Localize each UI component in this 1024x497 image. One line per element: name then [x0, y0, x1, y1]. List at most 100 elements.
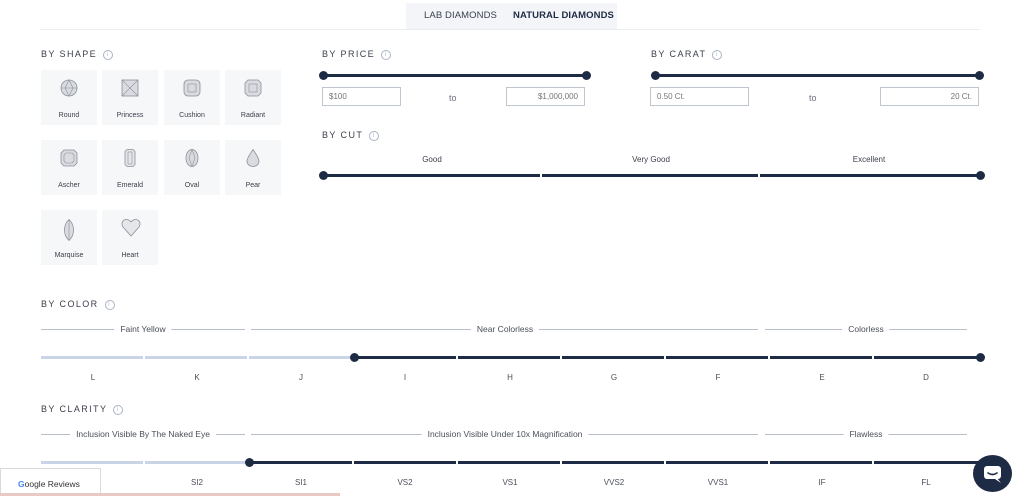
google-g-icon: G — [18, 479, 25, 489]
tab-background — [406, 3, 617, 29]
shape-cushion[interactable]: Cushion — [164, 70, 220, 125]
clarity-group-10x: Inclusion Visible Under 10x Magnificatio… — [251, 429, 758, 439]
cut-min-handle[interactable] — [319, 171, 328, 180]
clarity-grade-vvs1[interactable]: VVS1 — [707, 478, 729, 487]
color-section-title: BY COLOR i — [41, 299, 115, 310]
clarity-grade-vs1[interactable]: VS1 — [502, 478, 518, 487]
cut-segment-gap — [758, 174, 760, 177]
carat-max-handle[interactable] — [975, 71, 984, 80]
color-group-near-colorless: Near Colorless — [251, 324, 758, 334]
shape-radiant[interactable]: Radiant — [225, 70, 281, 125]
color-max-handle[interactable] — [976, 353, 985, 362]
shape-info-icon[interactable]: i — [103, 50, 114, 60]
oval-diamond-icon — [185, 149, 199, 167]
color-segment-gap — [456, 356, 458, 359]
clarity-min-handle[interactable] — [245, 458, 254, 467]
cut-info-icon[interactable]: i — [369, 131, 380, 141]
color-group-faint-yellow: Faint Yellow — [41, 324, 245, 334]
price-slider-track[interactable] — [323, 74, 586, 77]
clarity-track-selected[interactable] — [249, 461, 980, 464]
price-section-title: BY PRICE i — [322, 49, 392, 60]
color-info-icon[interactable]: i — [104, 300, 115, 310]
color-grade-j[interactable]: J — [299, 373, 303, 382]
clarity-segment-gap — [352, 461, 354, 464]
radiant-diamond-icon — [244, 79, 262, 97]
princess-diamond-icon — [121, 79, 139, 97]
tab-natural-diamonds[interactable]: NATURAL DIAMONDS — [513, 10, 614, 21]
clarity-segment-gap — [664, 461, 666, 464]
price-to-label: to — [449, 93, 457, 103]
clarity-grade-fl[interactable]: FL — [921, 478, 931, 487]
shape-round[interactable]: Round — [41, 70, 97, 125]
color-segment-gap — [872, 356, 874, 359]
carat-slider-track[interactable] — [655, 74, 980, 77]
clarity-grade-if[interactable]: IF — [818, 478, 826, 487]
clarity-segment-gap — [143, 461, 145, 464]
carat-info-icon[interactable]: i — [712, 50, 723, 60]
color-grade-i[interactable]: I — [403, 373, 407, 382]
clarity-segment-gap — [768, 461, 770, 464]
carat-section-title: BY CARAT i — [651, 49, 723, 60]
emerald-diamond-icon — [124, 149, 136, 167]
color-grade-f[interactable]: F — [715, 373, 721, 382]
carat-min-handle[interactable] — [651, 71, 660, 80]
price-max-handle[interactable] — [582, 71, 591, 80]
cut-max-handle[interactable] — [976, 171, 985, 180]
clarity-track-unselected[interactable] — [41, 461, 249, 464]
price-min-handle[interactable] — [319, 71, 328, 80]
clarity-grade-vs2[interactable]: VS2 — [397, 478, 413, 487]
color-segment-gap — [560, 356, 562, 359]
color-track-unselected[interactable] — [41, 356, 354, 359]
clarity-info-icon[interactable]: i — [113, 405, 124, 415]
google-reviews-badge[interactable]: Google Reviews — [0, 468, 101, 496]
shape-pear[interactable]: Pear — [225, 140, 281, 195]
color-segment-gap — [768, 356, 770, 359]
ascher-diamond-icon — [60, 149, 78, 167]
clarity-segment-gap — [456, 461, 458, 464]
diamond-type-tabs: LAB DIAMONDS NATURAL DIAMONDS — [0, 0, 1024, 30]
color-segment-gap — [247, 356, 249, 359]
cut-label-good: Good — [422, 155, 442, 164]
clarity-grade-si2[interactable]: SI2 — [190, 478, 203, 487]
color-track-selected[interactable] — [354, 356, 980, 359]
cushion-diamond-icon — [183, 79, 201, 97]
color-grade-g[interactable]: G — [610, 373, 618, 382]
color-grade-l[interactable]: L — [90, 373, 96, 382]
cut-section-title: BY CUT i — [322, 130, 380, 141]
cut-label-excellent: Excellent — [852, 155, 886, 164]
clarity-grade-vvs2[interactable]: VVS2 — [603, 478, 625, 487]
color-segment-gap — [143, 356, 145, 359]
shape-ascher[interactable]: Ascher — [41, 140, 97, 195]
chat-button[interactable] — [973, 455, 1012, 492]
carat-min-input[interactable] — [650, 87, 749, 106]
price-min-input[interactable] — [322, 87, 401, 106]
color-grade-h[interactable]: H — [507, 373, 513, 382]
shape-section-title: BY SHAPE i — [41, 49, 114, 60]
carat-max-input[interactable] — [880, 87, 979, 106]
pear-diamond-icon — [246, 149, 260, 167]
shape-princess[interactable]: Princess — [102, 70, 158, 125]
cut-label-very-good: Very Good — [632, 155, 670, 164]
clarity-segment-gap — [872, 461, 874, 464]
clarity-segment-gap — [560, 461, 562, 464]
color-grade-k[interactable]: K — [194, 373, 200, 382]
clarity-grade-si1[interactable]: SI1 — [294, 478, 307, 487]
shape-oval[interactable]: Oval — [164, 140, 220, 195]
cut-segment-gap — [540, 174, 542, 177]
shape-marquise[interactable]: Marquise — [41, 210, 97, 265]
round-diamond-icon — [60, 79, 78, 97]
cut-slider-track[interactable] — [323, 174, 980, 177]
clarity-group-naked-eye: Inclusion Visible By The Naked Eye — [41, 429, 245, 439]
color-segment-gap — [664, 356, 666, 359]
color-grade-d[interactable]: D — [923, 373, 929, 382]
shape-emerald[interactable]: Emerald — [102, 140, 158, 195]
tab-lab-diamonds[interactable]: LAB DIAMONDS — [424, 10, 497, 21]
color-min-handle[interactable] — [350, 353, 359, 362]
clarity-group-flawless: Flawless — [765, 429, 967, 439]
shape-heart[interactable]: Heart — [102, 210, 158, 265]
price-max-input[interactable] — [506, 87, 585, 106]
chat-icon — [984, 466, 1001, 483]
price-info-icon[interactable]: i — [381, 50, 392, 60]
color-grade-e[interactable]: E — [819, 373, 825, 382]
tabs-divider — [40, 29, 980, 30]
